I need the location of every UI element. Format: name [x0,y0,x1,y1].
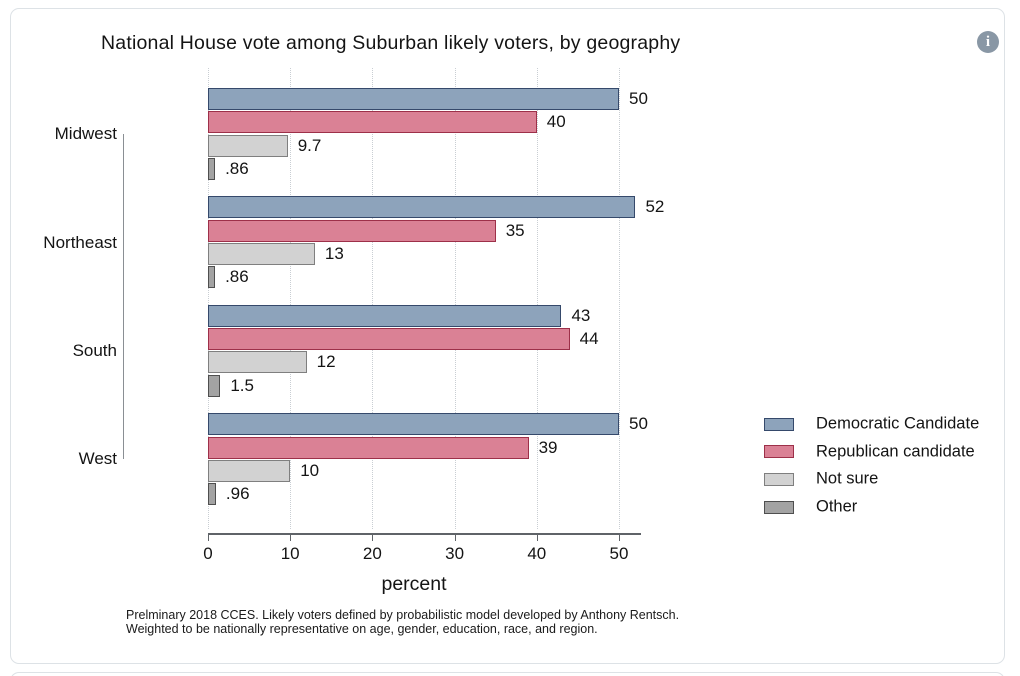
bar-value-label: 40 [546,112,566,132]
x-tick-label-0: 0 [203,544,213,563]
x-tick-10 [290,535,292,541]
legend-swatch-not-sure [764,472,794,486]
bar-value-label: 12 [316,352,336,372]
bar-value-label: 50 [629,89,648,108]
bar-northeast-republican-candidate [208,219,496,242]
category-label-south: South [72,340,117,360]
x-tick-label-30: 30 [445,544,465,563]
bar-value-label: 10 [300,460,320,480]
gridline-50 [619,68,620,529]
category-label-midwest: Midwest [54,124,117,144]
bar-value-label: .86 [225,267,249,287]
x-axis-line [208,533,641,535]
legend-swatch-other [764,500,794,514]
x-tick-label-50: 50 [609,544,629,563]
bar-value-label: 9.7 [297,135,322,155]
gridline-30 [454,68,456,529]
legend-label-democratic-candidate: Democratic Candidate [816,414,980,433]
bar-south-democratic-candidate [208,304,562,327]
bar-value-label: .96 [225,484,250,504]
bar-midwest-republican-candidate [208,111,537,134]
x-axis-title: percent [381,573,447,595]
bar-midwest-not-sure [208,134,288,157]
x-tick-0 [208,535,209,541]
bar-value-label: 43 [571,305,591,325]
x-tick-label-40: 40 [527,544,547,563]
bar-west-not-sure [208,459,291,482]
gridline-40 [536,68,538,529]
chart-card: National House vote among Suburban likel… [10,8,1005,664]
x-tick-label-20: 20 [362,544,382,563]
legend-swatch-democratic-candidate [764,417,794,431]
bar-value-label: 35 [505,220,525,240]
gridline-0 [208,68,209,529]
bar-south-republican-candidate [208,328,570,351]
y-axis-line [123,134,124,460]
bar-south-other [208,374,221,397]
info-icon[interactable]: i [977,31,999,53]
legend-label-other: Other [816,497,858,516]
bar-northeast-not-sure [208,243,315,265]
legend-label-republican-candidate: Republican candidate [816,442,975,461]
x-tick-50 [619,535,620,541]
footnote-line-1: Prelminary 2018 CCES. Likely voters defi… [126,608,680,622]
bar-value-label: .86 [225,158,249,178]
bar-value-label: 52 [645,197,665,217]
legend-swatch-republican-candidate [764,445,794,459]
bar-northeast-other [208,266,216,289]
bar-south-not-sure [208,351,307,374]
bar-west-republican-candidate [208,436,529,459]
category-label-west: West [78,449,117,469]
bar-value-label: 44 [579,329,599,349]
x-tick-30 [454,535,456,541]
legend-label-not-sure: Not sure [816,469,879,488]
bar-west-democratic-candidate [208,413,619,436]
bar-value-label: 39 [538,437,558,457]
gridline-10 [290,68,292,529]
bar-west-other [208,483,216,506]
bar-value-label: 13 [324,244,344,263]
footnote-line-2: Weighted to be nationally representative… [126,622,598,636]
x-tick-label-10: 10 [280,544,300,563]
bar-midwest-democratic-candidate [208,88,619,110]
gridline-20 [372,68,374,529]
category-label-northeast: Northeast [43,232,117,252]
next-card-edge [10,672,1005,676]
bar-value-label: 50 [629,414,648,434]
bar-midwest-other [208,157,216,180]
x-tick-20 [372,535,374,541]
bar-value-label: 1.5 [230,375,254,395]
bar-northeast-democratic-candidate [208,196,636,219]
chart-title: National House vote among Suburban likel… [101,32,681,54]
x-tick-40 [536,535,538,541]
